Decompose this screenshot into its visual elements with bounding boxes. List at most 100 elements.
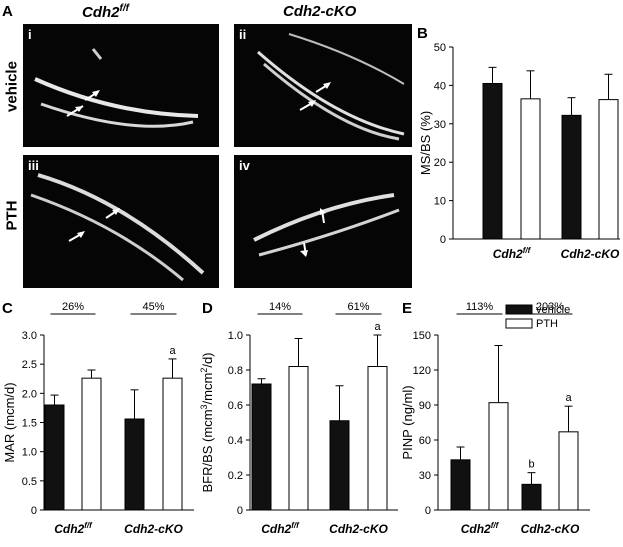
y-tick-label: 10: [434, 196, 446, 208]
bar: [81, 377, 102, 511]
y-axis-label-part: 2: [199, 368, 209, 373]
col-title-cko: Cdh2-cKO: [283, 3, 357, 20]
panel-letter-b: B: [417, 25, 428, 42]
micrograph-iii: iii: [23, 155, 219, 288]
percent-change-label: 61%: [347, 301, 369, 313]
y-tick-label: 30: [419, 470, 431, 482]
y-tick-label: 150: [413, 330, 431, 342]
panel-letter-a: A: [2, 3, 13, 20]
percent-change-label: 26%: [62, 301, 84, 313]
category-label-sup: f/f: [491, 521, 500, 530]
bar: [561, 114, 582, 240]
chart-e: 0 30 60 90 120 150 PINP (ng/ml) b a Cdh2f/f Cdh2-c…: [400, 301, 590, 536]
y-tick-label: 1.5: [22, 418, 37, 430]
y-tick-label: 0.6: [228, 400, 243, 412]
bar: [450, 459, 471, 511]
bar: [520, 98, 541, 240]
category-label-main: Cdh2-cKO: [521, 522, 580, 536]
category-label: Cdh2-cKO: [521, 522, 580, 536]
bar: [521, 483, 542, 511]
bar: [251, 383, 272, 511]
panel-letter-c: C: [2, 300, 13, 317]
y-tick-label: 0: [237, 505, 243, 517]
y-axis-label-part: /mcm: [200, 373, 215, 405]
percent-change-label: 203%: [536, 301, 564, 313]
category-label: Cdh2-cKO: [329, 522, 388, 536]
category-label-sup: f/f: [523, 246, 532, 255]
category-label-main: Cdh2-cKO: [561, 247, 620, 261]
bar: [124, 418, 145, 511]
category-label-main: Cdh2-cKO: [329, 522, 388, 536]
row-label-vehicle: vehicle: [3, 61, 21, 112]
chart-b: 0 10 20 30 40 50 MS/BS (%) Cdh2f/f Cdh2-cKO: [418, 42, 620, 261]
y-tick-label: 50: [434, 42, 446, 54]
significance-label: a: [565, 392, 572, 404]
y-tick-label: 3.0: [22, 330, 37, 342]
category-label: Cdh2-cKO: [561, 247, 620, 261]
bar: [162, 377, 183, 511]
col-title-control: Cdh2f/f: [82, 3, 129, 21]
y-tick-label: 1.0: [22, 447, 37, 459]
y-tick-label: 0: [440, 234, 446, 246]
category-label: Cdh2f/f: [493, 246, 532, 261]
category-label: Cdh2-cKO: [124, 522, 183, 536]
category-label-main: Cdh2: [461, 522, 491, 536]
category-label-sup: f/f: [291, 521, 300, 530]
category-label-main: Cdh2: [54, 522, 84, 536]
y-tick-label: 1.0: [228, 330, 243, 342]
y-axis-label: MAR (mcm/d): [2, 382, 17, 462]
panel-letter-e: E: [402, 300, 413, 317]
bar: [367, 366, 388, 511]
y-axis-label: PINP (ng/ml): [400, 385, 415, 459]
bar: [329, 420, 350, 511]
y-axis-label-part: 3: [199, 404, 209, 409]
chart-d: 0 0.2 0.4 0.6 0.8 1.0 BFR/BS (mcm3/mcm2/d) a Cdh…: [199, 301, 398, 536]
category-label-main: Cdh2-cKO: [124, 522, 183, 536]
y-tick-label: 2.5: [22, 359, 37, 371]
bar: [598, 99, 619, 240]
legend-label: vehicle: [536, 304, 570, 316]
y-axis-label: MS/BS (%): [418, 111, 433, 175]
y-tick-label: 0.4: [228, 435, 243, 447]
micrograph-label-ii: ii: [239, 27, 247, 42]
bar: [44, 404, 65, 511]
y-tick-label: 120: [413, 365, 431, 377]
bar: [558, 431, 579, 511]
bar: [482, 82, 503, 240]
legend-swatch: [505, 304, 533, 315]
category-label-sup: f/f: [84, 521, 93, 530]
percent-change-label: 113%: [466, 301, 494, 313]
category-label: Cdh2f/f: [461, 521, 500, 536]
bar: [288, 366, 309, 511]
significance-label: b: [528, 459, 534, 471]
micrograph-label-iii: iii: [28, 158, 39, 173]
y-tick-label: 2.0: [22, 388, 37, 400]
y-tick-label: 30: [434, 119, 446, 131]
y-tick-label: 20: [434, 157, 446, 169]
micrograph-i: i: [23, 24, 219, 147]
y-tick-label: 0: [31, 505, 37, 517]
category-label: Cdh2f/f: [54, 521, 93, 536]
micrograph-label-iv: iv: [239, 158, 250, 173]
percent-change-label: 14%: [269, 301, 291, 313]
percent-change-label: 45%: [142, 301, 164, 313]
row-label-pth: PTH: [3, 200, 21, 231]
micrograph-ii: ii: [234, 24, 412, 147]
y-tick-label: 0.5: [22, 476, 37, 488]
category-label: Cdh2f/f: [261, 521, 300, 536]
y-tick-label: 0.2: [228, 470, 243, 482]
legend-swatch: [505, 318, 533, 329]
significance-label: a: [169, 345, 176, 357]
y-axis-label-part: /d): [200, 352, 215, 367]
y-tick-label: 40: [434, 80, 446, 92]
category-label-main: Cdh2: [493, 247, 523, 261]
y-axis-label: BFR/BS (mcm3/mcm2/d): [199, 352, 215, 492]
y-tick-label: 90: [419, 400, 431, 412]
y-tick-label: 60: [419, 435, 431, 447]
panel-letter-d: D: [202, 300, 213, 317]
micrograph-iv: iv: [234, 155, 412, 288]
y-axis-label-part: BFR/BS (mcm: [200, 409, 215, 492]
micrograph-label-i: i: [28, 27, 32, 42]
bar: [488, 402, 509, 511]
